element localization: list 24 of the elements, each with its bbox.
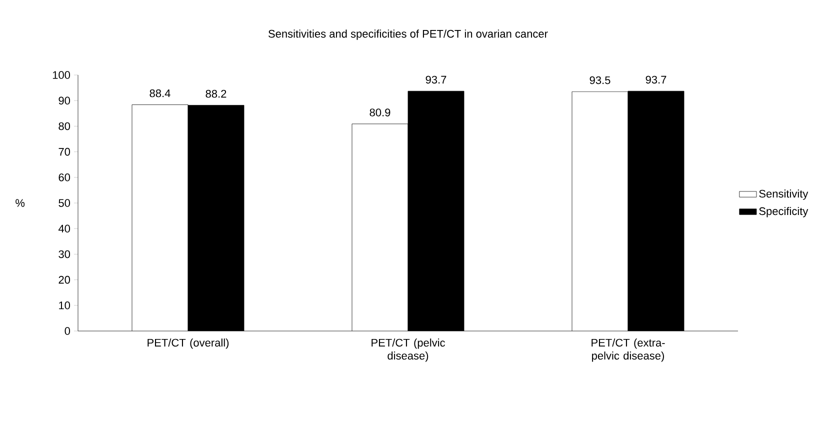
- x-tick-label: PET/CT (pelvic disease): [372, 338, 445, 362]
- y-tick-label: 80: [58, 122, 70, 130]
- y-tick-label: 20: [58, 276, 70, 284]
- y-axis-title: %: [16, 199, 25, 207]
- data-label: 93.7: [426, 76, 446, 84]
- data-label: 93.5: [590, 76, 610, 84]
- legend-label: Sensitivity: [759, 190, 808, 200]
- y-tick-label: 50: [58, 199, 70, 207]
- y-tick-label: 40: [58, 224, 70, 232]
- y-tick-label: 10: [59, 302, 70, 310]
- legend-label: Specificity: [759, 207, 808, 218]
- data-label: 88.4: [150, 89, 170, 98]
- y-tick-label: 30: [58, 250, 70, 258]
- y-tick-label: 90: [58, 96, 70, 104]
- x-tick-label: PET/CT (overall): [148, 338, 229, 349]
- y-tick-label: 60: [58, 174, 70, 182]
- data-label: 88.2: [206, 90, 226, 98]
- data-label: 80.9: [370, 108, 390, 116]
- chart-title: Sensitivities and specificities of PET/CT in ovarian cancer: [268, 30, 548, 40]
- y-tick-label: 100: [52, 71, 70, 79]
- y-tick-label: 70: [58, 148, 70, 156]
- x-tick-label: PET/CT (extra-pelvic disease): [592, 338, 665, 362]
- y-tick-label: 0: [64, 327, 70, 335]
- data-label: 93.7: [646, 76, 666, 84]
